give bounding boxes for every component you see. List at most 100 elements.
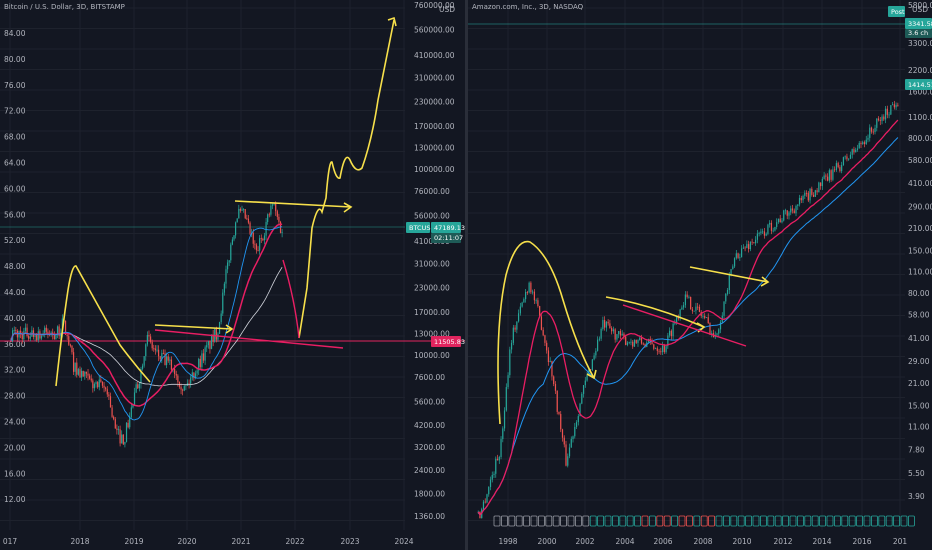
candle bbox=[732, 264, 734, 270]
candle-body bbox=[642, 343, 644, 345]
candle-body bbox=[575, 422, 578, 427]
btc-symbol-badge-text: BTCUSD bbox=[409, 224, 435, 232]
candle-body bbox=[262, 238, 264, 241]
candle-body bbox=[549, 360, 551, 363]
candle bbox=[252, 228, 254, 248]
candle bbox=[628, 341, 630, 345]
amzn-post-change: 3.6 ch bbox=[905, 29, 932, 38]
right-axis-tick: 3300.00 bbox=[908, 39, 932, 48]
event-marker bbox=[648, 515, 656, 527]
candle-body bbox=[271, 204, 274, 206]
candle bbox=[786, 210, 788, 220]
candle-body bbox=[196, 370, 198, 374]
candle bbox=[665, 345, 667, 354]
candle bbox=[858, 141, 860, 149]
candle-body bbox=[893, 104, 895, 108]
candle bbox=[582, 385, 585, 398]
candle bbox=[230, 242, 232, 264]
candle-body bbox=[570, 439, 572, 448]
candle-body bbox=[716, 333, 718, 335]
candle bbox=[832, 166, 834, 182]
candle bbox=[191, 368, 193, 381]
candle-body bbox=[776, 222, 778, 227]
candle bbox=[798, 194, 801, 207]
candle-body bbox=[788, 212, 790, 216]
candle-body bbox=[805, 193, 808, 194]
candle-body bbox=[514, 327, 516, 330]
event-marker bbox=[597, 515, 605, 527]
annotation-arc bbox=[55, 265, 151, 387]
candle bbox=[243, 208, 245, 213]
candle bbox=[672, 320, 674, 340]
candle-body bbox=[663, 345, 665, 353]
candle-body bbox=[138, 383, 140, 389]
candle-body bbox=[141, 365, 144, 370]
candle-body bbox=[209, 341, 211, 349]
candle bbox=[702, 313, 704, 319]
candle-body bbox=[202, 353, 205, 361]
candle-body bbox=[210, 334, 213, 349]
candle-body bbox=[709, 323, 711, 335]
candle bbox=[807, 191, 809, 203]
candle-body bbox=[148, 334, 150, 337]
candle-body bbox=[37, 331, 39, 341]
event-marker bbox=[641, 515, 649, 527]
right-axis-tick: 150.00 bbox=[908, 247, 932, 256]
candle-body bbox=[651, 342, 653, 345]
bitcoin-chart-pane[interactable]: 84.00 80.00 76.00 72.00 68.00 64.00 60.00 56.00… bbox=[0, 0, 465, 550]
candle bbox=[863, 140, 866, 148]
candle-body bbox=[783, 210, 785, 221]
candle-body bbox=[558, 411, 560, 415]
candle-body bbox=[517, 313, 520, 322]
pane-divider[interactable] bbox=[465, 0, 468, 550]
candle bbox=[271, 203, 274, 210]
candle-body bbox=[765, 233, 767, 236]
candle-body bbox=[725, 293, 727, 302]
event-marker bbox=[693, 515, 701, 527]
candle-body bbox=[231, 239, 233, 245]
candle-body bbox=[89, 375, 91, 379]
candle bbox=[228, 260, 230, 267]
candle bbox=[498, 455, 500, 464]
candle bbox=[742, 244, 744, 249]
candle-body bbox=[503, 410, 506, 429]
candle-body bbox=[74, 362, 76, 372]
candle-body bbox=[740, 248, 743, 258]
candle-body bbox=[618, 331, 620, 335]
candle bbox=[124, 441, 126, 448]
amazon-chart-canvas[interactable]: 5800.00USD4400.003300.002200.001600.0011… bbox=[468, 0, 932, 550]
event-markers bbox=[493, 515, 915, 527]
left-axis-tick: 24.00 bbox=[4, 418, 26, 427]
candle bbox=[162, 349, 165, 355]
right-axis-tick: 410000.00 bbox=[414, 51, 455, 60]
candle bbox=[257, 246, 259, 252]
amzn-post-label-bg bbox=[888, 6, 905, 17]
amazon-chart-pane[interactable]: 5800.00USD4400.003300.002200.001600.0011… bbox=[468, 0, 932, 550]
right-axis-tick: 1600.00 bbox=[908, 88, 932, 97]
candle bbox=[848, 158, 850, 161]
candle bbox=[526, 290, 528, 295]
candle bbox=[260, 234, 262, 243]
candle bbox=[765, 232, 767, 237]
candle bbox=[76, 358, 78, 378]
candle-body bbox=[281, 231, 283, 233]
event-marker bbox=[604, 515, 612, 527]
candle bbox=[530, 281, 532, 295]
bitcoin-chart-canvas[interactable]: 84.00 80.00 76.00 72.00 68.00 64.00 60.00 56.00… bbox=[0, 0, 465, 550]
candle bbox=[586, 371, 588, 382]
candle-body bbox=[753, 242, 755, 244]
candle bbox=[876, 118, 878, 132]
candle bbox=[236, 218, 238, 223]
candle bbox=[204, 345, 206, 365]
candle-body bbox=[201, 353, 203, 367]
candle-body bbox=[581, 393, 583, 404]
candle-body bbox=[53, 335, 55, 340]
x-axis-tick: 2021 bbox=[231, 537, 250, 546]
candle bbox=[262, 237, 264, 242]
candle-body bbox=[644, 343, 646, 348]
candle bbox=[888, 111, 890, 119]
left-axis-tick: 48.00 bbox=[4, 262, 26, 271]
event-marker bbox=[863, 515, 871, 527]
candle bbox=[695, 302, 697, 315]
btc-level-badge-text: 11505.83 bbox=[434, 338, 465, 346]
